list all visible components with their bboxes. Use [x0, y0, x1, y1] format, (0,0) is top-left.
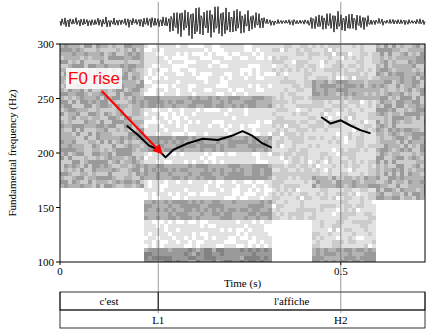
interval-boundary — [425, 292, 426, 310]
annotation-patch — [66, 68, 122, 89]
annotation-arrow — [102, 91, 163, 154]
y-axis-title: Fundamental frequency (Hz) — [6, 89, 19, 216]
interval-label: c'est — [100, 295, 119, 307]
y-tick — [56, 153, 60, 154]
arrow-shaft — [102, 91, 157, 149]
y-tick-label: 150 — [38, 202, 55, 214]
y-tick-label: 200 — [38, 147, 55, 159]
spectrogram-shade — [144, 248, 268, 262]
tier-row — [60, 310, 425, 328]
arrow-head — [152, 144, 163, 155]
point-line — [340, 2, 341, 313]
tier-row — [60, 292, 425, 310]
x-tick-label: 0 — [57, 265, 63, 277]
spectrogram-shade — [60, 44, 425, 262]
chart-root: 10015020025030000.5Time (s)Fundamental f… — [0, 0, 432, 330]
spectrogram-shade — [60, 44, 425, 262]
y-tick-label: 250 — [38, 93, 55, 105]
plot-frame — [60, 44, 425, 262]
point-line — [158, 2, 159, 313]
waveform — [60, 7, 425, 39]
y-tick — [56, 207, 60, 208]
y-tick-label: 300 — [38, 38, 55, 50]
point-label: H2 — [334, 314, 347, 326]
y-tick-label: 100 — [38, 256, 55, 268]
x-axis-title: Time (s) — [224, 277, 262, 290]
interval-boundary — [60, 292, 61, 310]
y-tick — [56, 98, 60, 99]
y-tick — [56, 44, 60, 45]
point-label: L1 — [152, 314, 164, 326]
plot-area — [60, 44, 425, 262]
interval-label: l'affiche — [274, 295, 309, 307]
series-group — [127, 117, 371, 157]
chart: 10015020025030000.5Time (s)Fundamental f… — [0, 0, 432, 330]
annotation-text: F0 rise — [68, 69, 120, 88]
y-tick — [56, 262, 60, 263]
f0-line — [127, 117, 371, 157]
